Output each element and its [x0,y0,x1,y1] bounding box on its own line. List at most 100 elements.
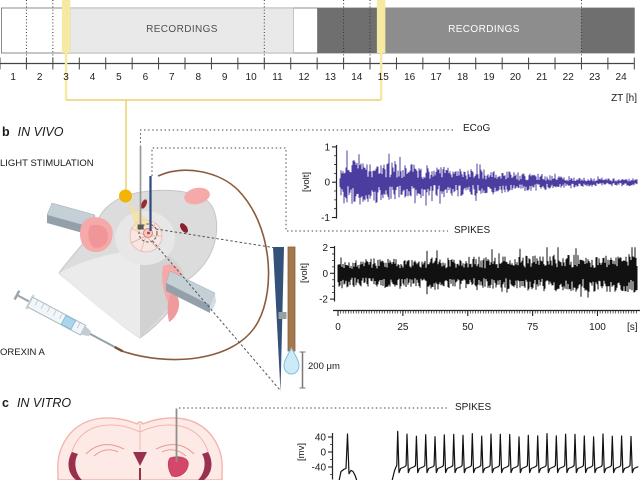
zt-hour-17: 17 [430,71,442,83]
magnifier-cone [152,228,281,391]
mouse-chest-left [59,250,140,338]
zt-hour-16: 16 [404,71,416,83]
zt-hour-12: 12 [298,71,310,83]
spikes-trace [337,247,638,298]
led-icon [119,189,132,203]
zt-hour-9: 9 [221,71,228,83]
y-tick-label: 0 [320,448,326,459]
y-tick-label: -40 [312,463,327,474]
in-vivo-spikes-chart: 2 0 -2 [volt] 0 25 50 75 100 [s] [299,243,640,333]
panel-b-title: IN VIVO [17,125,64,139]
y-tick-label: -1 [321,213,330,224]
zt-hour-7: 7 [169,71,175,83]
zt-hour-21: 21 [536,71,548,83]
recordings-label-light-phase: RECORDINGS [146,24,218,35]
zt-axis-unit-label: ZT [h] [611,93,637,104]
mouse-ear-back [184,187,210,205]
y-minor-ticks [334,155,337,210]
time-tick-label: 0 [335,322,341,333]
light-stimulation-mark [61,0,71,53]
zt-hour-13: 13 [324,71,336,83]
zt-axis-ticks [0,57,635,70]
zt-hour-4: 4 [89,71,96,83]
ecog-trace-label: ECoG [463,123,491,134]
zt-hour-23: 23 [589,71,601,83]
injection-site-dashed-circle [138,223,158,243]
electrode-marker [278,312,287,319]
time-tick-label: 75 [527,322,539,333]
zt-hour-axis-labels: 1 2 3 4 5 6 7 8 9 10 11 12 13 14 15 16 17 18 19 20 21 22 23 24 [0,72,640,85]
zt-hour-18: 18 [456,71,469,83]
in-vivo-spikes-trace-label: SPIKES [454,225,491,236]
zt-hour-20: 20 [509,71,521,83]
zt-hour-19: 19 [483,71,495,83]
time-tick-label: 100 [589,322,606,333]
y-axis-unit-label: [volt] [301,172,312,192]
recording-window-dark [385,8,582,53]
zt-hour-1: 1 [10,71,16,83]
optrode-icon [273,247,284,392]
zt-hour-5: 5 [116,71,122,83]
injection-tubing [121,169,270,361]
callout-leaders [140,129,455,409]
time-tick-label: 25 [397,322,409,333]
ecog-chart: 1 0 -1 [volt] [301,142,638,224]
y-tick-label: 40 [315,433,327,444]
panel-c-title: IN VITRO [16,396,72,410]
zt-hour-8: 8 [195,71,201,83]
y-axis-unit-label: [mv] [296,443,307,461]
mouse-ear-left-inner [88,224,108,248]
patch-clamp-trace [338,430,639,480]
ecog-trace [339,150,638,206]
ecog-leader-line [140,129,455,147]
ecog-screw-pad [137,224,144,230]
light-stimulation-bracket [64,53,383,190]
mouse-illustration [46,146,218,339]
zt-hour-2: 2 [36,71,43,83]
droplet-icon [283,346,300,375]
light-stimulation-label: LIGHT STIMULATION [0,158,94,169]
y-minor-ticks [332,253,335,294]
headpost-bar-right [165,270,216,313]
zt-hour-11: 11 [272,71,283,83]
syringe [13,290,124,353]
panel-b-letter: b [2,125,10,139]
zt-timeline-bar [0,0,635,70]
led-light-cone [128,202,151,233]
panel-c-heading: c IN VITRO [2,396,71,410]
scale-bar-label: 200 μm [308,361,340,372]
y-tick-label: 1 [324,142,330,153]
recordings-label-dark-phase: RECORDINGS [448,24,520,35]
implant-mark-side [180,223,188,233]
implant-mark-top [140,199,148,209]
y-axis-unit-label: [volt] [299,263,310,283]
y-tick-label: 0 [324,178,330,189]
electrode-detail [273,246,306,392]
light-stimulation-mark [376,0,386,53]
zt-hour-10: 10 [245,71,257,83]
zt-hour-24: 24 [615,71,627,83]
zt-hour-14: 14 [351,71,363,83]
brain-slice [57,417,223,480]
mouse-paw-right [167,294,180,322]
y-tick-label: 0 [322,269,328,280]
in-vitro-spikes-chart: 40 0 -40 [mv] [296,430,639,480]
panel-b-heading: b IN VIVO [2,125,63,139]
recording-window-light [69,7,294,54]
zt-hour-6: 6 [142,71,149,83]
zt-hour-15: 15 [377,71,389,83]
y-tick-label: -2 [319,295,328,306]
y-tick-label: 2 [322,243,328,254]
zt-hour-22: 22 [562,71,574,83]
in-vitro-spikes-trace-label: SPIKES [455,402,492,413]
cannula-icon [287,246,296,352]
y-minor-ticks [330,444,333,475]
time-tick-label: 50 [462,322,474,333]
ventricles [68,452,212,480]
orexin-a-label: OREXIN A [0,347,45,358]
panel-c-letter: c [2,396,9,410]
target-region-lh [167,456,189,477]
scale-bar [299,351,306,389]
